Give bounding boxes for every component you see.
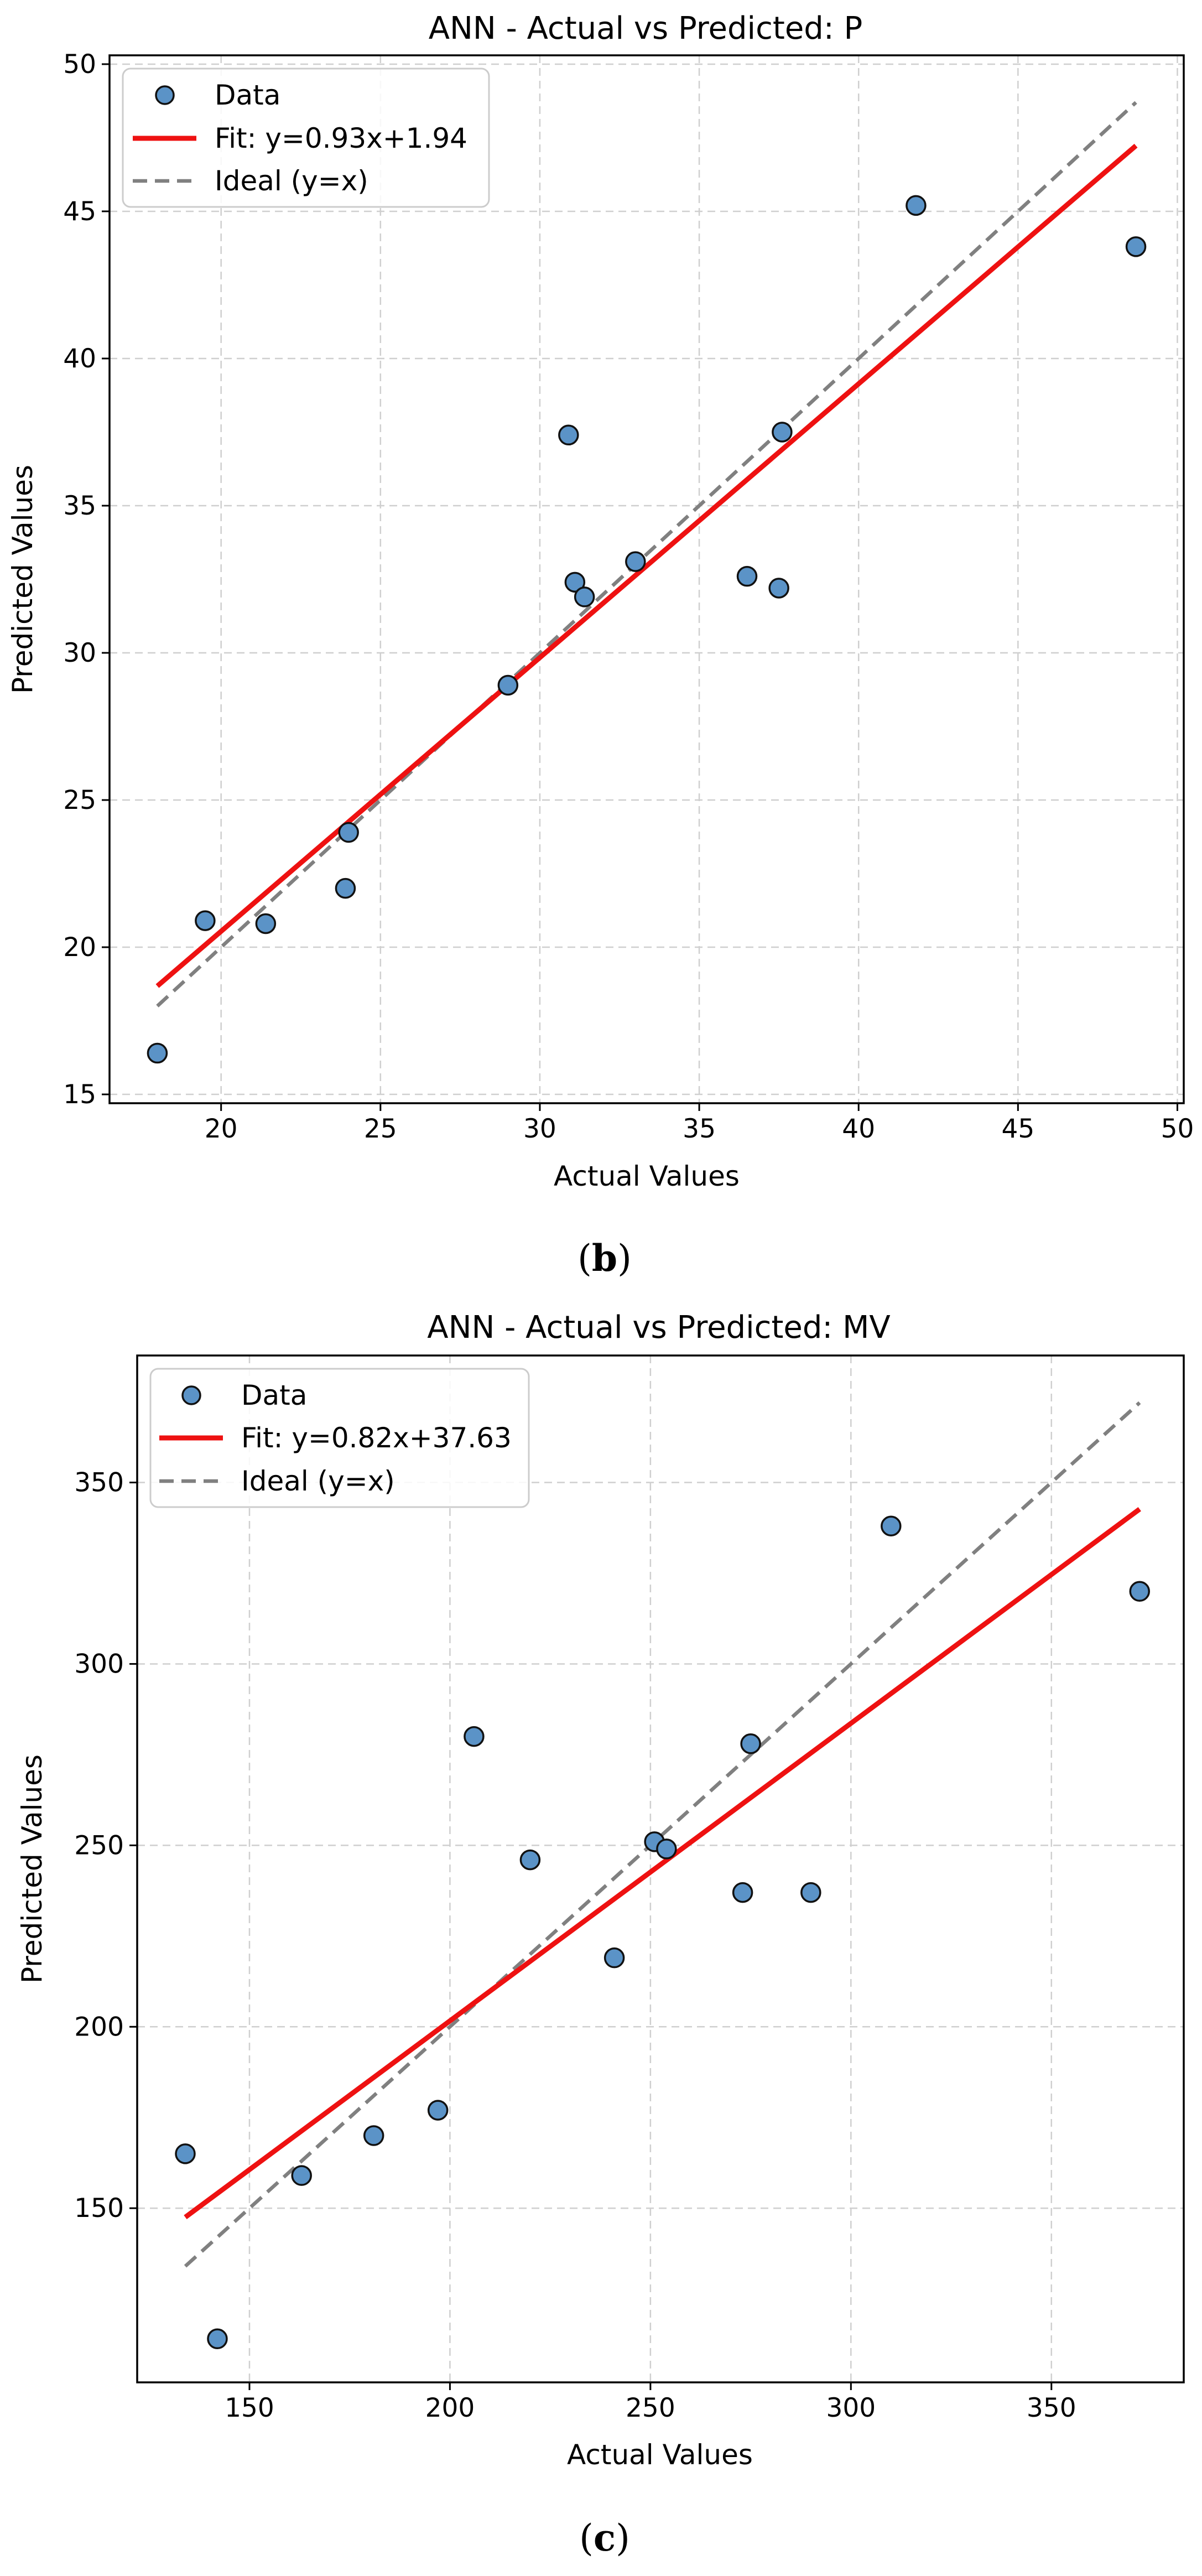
y-axis-label: Predicted Values <box>7 465 39 694</box>
fit-line-path <box>155 143 1138 988</box>
data-point <box>574 586 595 607</box>
y-axis-label: Predicted Values <box>16 1754 48 1983</box>
grid <box>110 55 1184 1103</box>
x-axis-label: Actual Values <box>567 2439 753 2471</box>
figure-caption: (c) <box>579 2516 630 2559</box>
data-point <box>464 1726 485 1747</box>
x-tick-label: 25 <box>364 1114 397 1144</box>
data-point <box>175 2143 196 2164</box>
data-point <box>207 2328 228 2350</box>
data-point <box>519 1849 541 1871</box>
data-point <box>558 424 579 446</box>
data-point <box>772 422 793 443</box>
data-point <box>732 1882 753 1903</box>
legend-label-ideal: Ideal (y=x) <box>241 1465 395 1497</box>
axis-ticks: 20 25 30 35 40 45 50 15 20 25 30 35 40 45 50 <box>63 49 1194 1144</box>
legend-label-ideal: Ideal (y=x) <box>215 165 368 197</box>
data-point <box>625 551 646 572</box>
fit-line <box>155 143 1138 988</box>
legend-label-fit: Fit: y=0.82x+37.63 <box>241 1422 512 1454</box>
data-point <box>736 565 758 587</box>
data-point <box>427 2100 449 2121</box>
legend-marker-data <box>155 85 175 105</box>
data-points <box>175 1515 1151 2350</box>
legend-box <box>122 67 490 208</box>
data-point <box>335 877 356 899</box>
legend-marker-data <box>181 1385 201 1405</box>
y-tick-label: 150 <box>74 2193 124 2224</box>
plot-frame <box>108 54 1185 1104</box>
x-tick-label: 30 <box>523 1114 556 1144</box>
x-tick-label: 150 <box>225 2393 274 2423</box>
x-tick-label: 350 <box>1027 2393 1076 2423</box>
legend-label-fit: Fit: y=0.93x+1.94 <box>215 122 467 154</box>
data-point <box>1125 236 1147 257</box>
data-point <box>603 1947 625 1969</box>
x-tick-label: 40 <box>842 1114 875 1144</box>
chart-panel-p: ANN - Actual vs Predicted: P 20 25 30 35 40 4… <box>7 11 1194 1280</box>
legend-box <box>149 1368 530 1508</box>
data-point <box>768 578 789 599</box>
caption-letter: c <box>594 2516 616 2559</box>
chart-title: ANN - Actual vs Predicted: MV <box>427 1310 890 1346</box>
data-point <box>363 2125 384 2146</box>
x-tick-label: 20 <box>205 1114 238 1144</box>
data-point <box>195 910 216 931</box>
figure-caption: (b) <box>577 1237 632 1280</box>
y-tick-label: 40 <box>63 344 96 374</box>
data-point <box>800 1882 821 1903</box>
y-tick-label: 200 <box>74 2012 124 2042</box>
data-point <box>1129 1581 1151 1602</box>
legend-label-data: Data <box>215 79 280 111</box>
grid <box>137 1355 1184 2382</box>
data-point <box>497 674 519 696</box>
data-point <box>255 913 277 934</box>
y-tick-label: 20 <box>63 932 96 963</box>
y-tick-label: 30 <box>63 638 96 668</box>
legend: Data Fit: y=0.82x+37.63 Ideal (y=x) <box>149 1368 530 1508</box>
axis-ticks: 150 200 250 300 350 150 200 250 300 350 <box>74 1468 1076 2423</box>
legend: Data Fit: y=0.93x+1.94 Ideal (y=x) <box>122 67 490 208</box>
data-points <box>147 195 1147 1064</box>
x-tick-label: 45 <box>1001 1114 1034 1144</box>
fit-line <box>184 1507 1141 2220</box>
x-tick-label: 250 <box>626 2393 675 2423</box>
ideal-line <box>156 101 1137 1007</box>
ideal-line <box>184 1401 1141 2268</box>
chart-title: ANN - Actual vs Predicted: P <box>429 11 863 46</box>
x-axis-label: Actual Values <box>554 1160 740 1192</box>
legend-label-data: Data <box>241 1379 307 1411</box>
x-tick-label: 200 <box>425 2393 475 2423</box>
caption-letter: b <box>592 1237 617 1280</box>
data-point <box>656 1838 677 1860</box>
x-tick-label: 35 <box>683 1114 716 1144</box>
data-point <box>147 1042 168 1064</box>
y-tick-label: 50 <box>63 49 96 80</box>
chart-panel-mv: ANN - Actual vs Predicted: MV 150 200 250 3… <box>16 1310 1185 2559</box>
y-tick-label: 350 <box>74 1468 124 1498</box>
y-tick-label: 15 <box>63 1079 96 1110</box>
y-tick-label: 300 <box>74 1649 124 1679</box>
data-point <box>291 2165 312 2186</box>
y-tick-label: 25 <box>63 785 96 816</box>
y-tick-label: 250 <box>74 1830 124 1861</box>
data-point <box>881 1515 902 1536</box>
data-point <box>338 822 359 843</box>
fit-line-path <box>184 1507 1141 2220</box>
data-point <box>564 572 586 593</box>
y-tick-label: 45 <box>63 196 96 227</box>
plot-frame <box>136 1354 1185 2383</box>
y-tick-label: 35 <box>63 491 96 521</box>
data-point <box>740 1733 761 1754</box>
x-tick-label: 300 <box>826 2393 876 2423</box>
data-point <box>906 195 927 216</box>
x-tick-label: 50 <box>1161 1114 1194 1144</box>
ideal-line-path <box>156 101 1137 1007</box>
ideal-line-path <box>184 1401 1141 2268</box>
